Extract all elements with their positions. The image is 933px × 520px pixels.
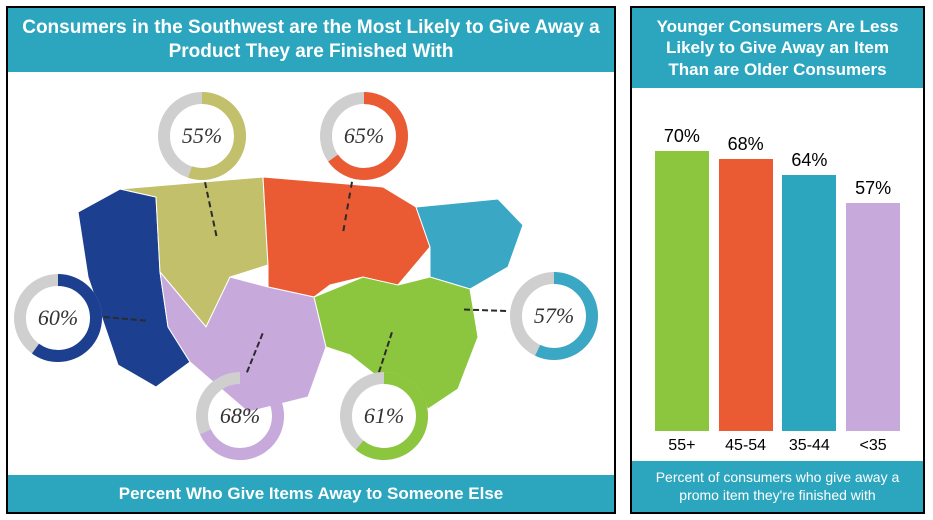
- donut-northeast: 57%: [508, 270, 600, 362]
- map-body: 60% 55% 65% 57% 68% 61%: [8, 72, 614, 475]
- bar: [655, 151, 709, 431]
- donut-southeast: 61%: [338, 370, 430, 462]
- donut-label-northeast: 57%: [508, 270, 600, 362]
- bar-value: 64%: [791, 150, 827, 171]
- bar-label: 55+: [668, 437, 695, 455]
- donut-label-southeast: 61%: [338, 370, 430, 462]
- bar-col-55+: 70% 55+: [652, 126, 712, 455]
- map-region-northeast: [416, 199, 523, 289]
- donut-label-west: 60%: [12, 272, 104, 364]
- bar: [782, 175, 836, 431]
- bar-label: 45-54: [725, 437, 766, 455]
- bar-body: 70% 55+ 68% 45-54 64% 35-44 57% <35: [632, 88, 923, 461]
- donut-label-midwest: 65%: [318, 90, 410, 182]
- donut-west: 60%: [12, 272, 104, 364]
- bar-col-<35: 57% <35: [843, 178, 903, 455]
- bar-col-35-44: 64% 35-44: [779, 150, 839, 455]
- bar: [846, 203, 900, 431]
- bar-col-45-54: 68% 45-54: [716, 134, 776, 455]
- bar-chart: 70% 55+ 68% 45-54 64% 35-44 57% <35: [650, 98, 905, 455]
- bar-value: 57%: [855, 178, 891, 199]
- map-footer: Percent Who Give Items Away to Someone E…: [8, 475, 614, 512]
- donut-label-southwest: 68%: [194, 370, 286, 462]
- donut-label-northwest: 55%: [156, 90, 248, 182]
- bar-title: Younger Consumers Are Less Likely to Giv…: [632, 8, 923, 88]
- bar-label: <35: [860, 437, 887, 455]
- donut-southwest: 68%: [194, 370, 286, 462]
- map-panel: Consumers in the Southwest are the Most …: [6, 6, 616, 514]
- map-title: Consumers in the Southwest are the Most …: [8, 8, 614, 72]
- bar-label: 35-44: [789, 437, 830, 455]
- bar-value: 70%: [664, 126, 700, 147]
- bar-panel: Younger Consumers Are Less Likely to Giv…: [630, 6, 925, 514]
- bar-footer: Percent of consumers who give away a pro…: [632, 461, 923, 512]
- donut-northwest: 55%: [156, 90, 248, 182]
- donut-midwest: 65%: [318, 90, 410, 182]
- bar: [719, 159, 773, 431]
- bar-value: 68%: [728, 134, 764, 155]
- map-region-midwest: [263, 177, 430, 297]
- us-map: [68, 177, 548, 427]
